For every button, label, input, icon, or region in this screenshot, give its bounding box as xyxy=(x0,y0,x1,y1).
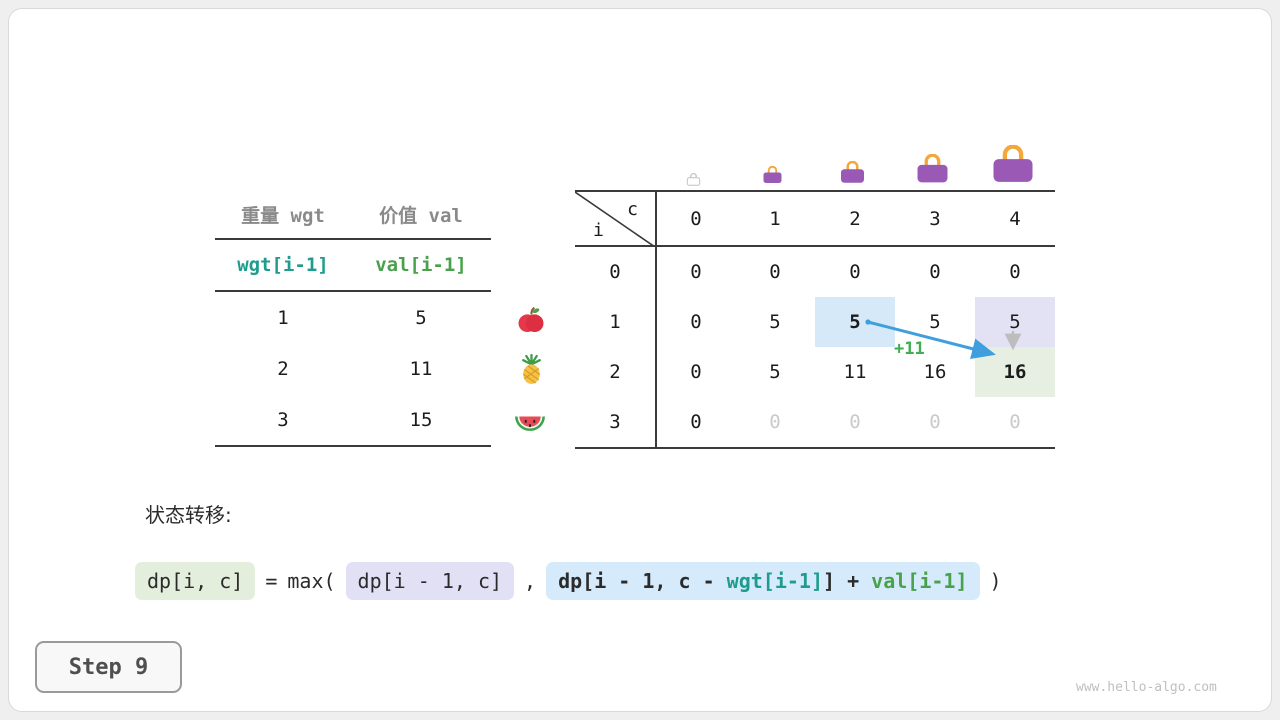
dp-cell-r2-c3: 16 xyxy=(923,361,947,383)
dp-cell-r3-c0: 0 xyxy=(655,397,735,447)
dp-cell-r3-c1: 0 xyxy=(769,411,781,433)
items-table: 重量 wgt 价值 val wgt[i-1] val[i-1] 1 5 2 11… xyxy=(215,190,491,447)
bag-icon-svg xyxy=(993,144,1033,182)
bag-icon-c2 xyxy=(839,160,866,188)
item-2-weight: 2 xyxy=(277,357,289,380)
bag-icon-svg xyxy=(841,160,864,183)
dp-corner-col-var: c xyxy=(627,199,638,220)
dp-col-header-1: 1 xyxy=(735,192,815,247)
bag-outline-icon-svg xyxy=(686,172,701,186)
item-3-weight: 3 xyxy=(277,408,289,431)
dp-col-header-0: 0 xyxy=(655,192,735,247)
dp-cell-r1-c0: 0 xyxy=(655,297,735,347)
dp-corner-cell: c i xyxy=(575,192,655,247)
dp-cell-r2-c0: 0 xyxy=(655,347,735,397)
dp-cell-r2-c4-target-highlight: 16 xyxy=(975,347,1055,397)
dp-cell-r3-c4: 0 xyxy=(1009,411,1021,433)
dp-cell-r0-c3: 0 xyxy=(929,261,941,283)
dp-cell-r3-c3: 0 xyxy=(929,411,941,433)
bag-icon-c3 xyxy=(915,153,950,188)
formula-arg2-mid: ] + xyxy=(823,569,872,593)
dp-cell-r0-c0: 0 xyxy=(655,247,735,297)
item-3-value: 15 xyxy=(409,408,433,431)
formula-arg1-box: dp[i - 1, c] xyxy=(345,562,515,600)
formula-arg2-wgt-term: wgt[i-1] xyxy=(726,569,823,593)
watermelon-icon-svg xyxy=(515,416,545,431)
pineapple-icon-svg xyxy=(521,353,541,384)
bag-icon-c4 xyxy=(990,144,1036,188)
apple-icon-svg xyxy=(518,306,544,333)
dp-cell-r2-c2: 11 xyxy=(843,361,867,383)
bag-icon-c1 xyxy=(762,165,783,188)
step-badge: Step 9 xyxy=(35,641,182,693)
arrow-value-label: +11 xyxy=(894,339,925,359)
dp-cell-r1-c4-source-highlight: 5 xyxy=(975,297,1055,347)
dp-row-header-3: 3 xyxy=(609,411,621,433)
dp-col-header-3: 3 xyxy=(895,192,975,247)
formula-comma: , xyxy=(524,569,537,593)
dp-col-header-2: 2 xyxy=(815,192,895,247)
formula-lhs-box: dp[i, c] xyxy=(135,562,256,600)
formula-max-close: ) xyxy=(989,569,1002,593)
dp-corner-row-var: i xyxy=(593,220,604,241)
item-1-weight: 1 xyxy=(277,306,289,329)
bag-icon-svg xyxy=(763,165,782,183)
dp-row-header-1: 1 xyxy=(609,311,621,333)
transition-formula: dp[i, c] = max( dp[i - 1, c] , dp[i - 1,… xyxy=(135,558,1002,604)
dp-row-header-2: 2 xyxy=(609,361,621,383)
items-col-weight-header: 重量 wgt xyxy=(215,190,351,240)
watermelon-icon xyxy=(513,407,547,441)
dp-cell-r1-c1: 5 xyxy=(769,311,781,333)
dp-cell-r1-c2-source-highlight: 5 xyxy=(815,297,895,347)
item-1-value: 5 xyxy=(415,306,427,329)
dp-cell-r0-c4: 0 xyxy=(1009,261,1021,283)
formula-arg2-prefix: dp[i - 1, c - xyxy=(558,569,727,593)
site-watermark: www.hello-algo.com xyxy=(1076,680,1217,695)
dp-cell-r0-c2: 0 xyxy=(849,261,861,283)
formula-arg2-box: dp[i - 1, c - wgt[i-1]] + val[i-1] xyxy=(546,562,980,600)
bag-icon-svg xyxy=(917,153,948,183)
formula-equals: = xyxy=(265,569,278,593)
pineapple-icon xyxy=(514,352,548,386)
formula-max-open: max( xyxy=(287,569,336,593)
dp-table: c i 0 1 2 3 4 0 0 0 0 0 0 1 0 5 5 5 5 2 … xyxy=(575,190,1055,449)
dp-col-header-4: 4 xyxy=(975,192,1055,247)
corner-diagonal-line xyxy=(575,192,655,247)
bag-outline-icon xyxy=(686,171,701,190)
item-2-value: 11 xyxy=(409,357,433,380)
dp-cell-r3-c2: 0 xyxy=(849,411,861,433)
items-var-wgt: wgt[i-1] xyxy=(215,240,351,292)
dp-cell-r2-c1: 5 xyxy=(769,361,781,383)
transition-section-label: 状态转移: xyxy=(145,503,232,527)
formula-arg2-val-term: val[i-1] xyxy=(871,569,968,593)
items-col-value-header: 价值 val xyxy=(351,190,491,240)
apple-icon xyxy=(514,303,548,337)
items-var-val: val[i-1] xyxy=(351,240,491,292)
dp-row-header-0: 0 xyxy=(609,261,621,283)
dp-cell-r0-c1: 0 xyxy=(769,261,781,283)
